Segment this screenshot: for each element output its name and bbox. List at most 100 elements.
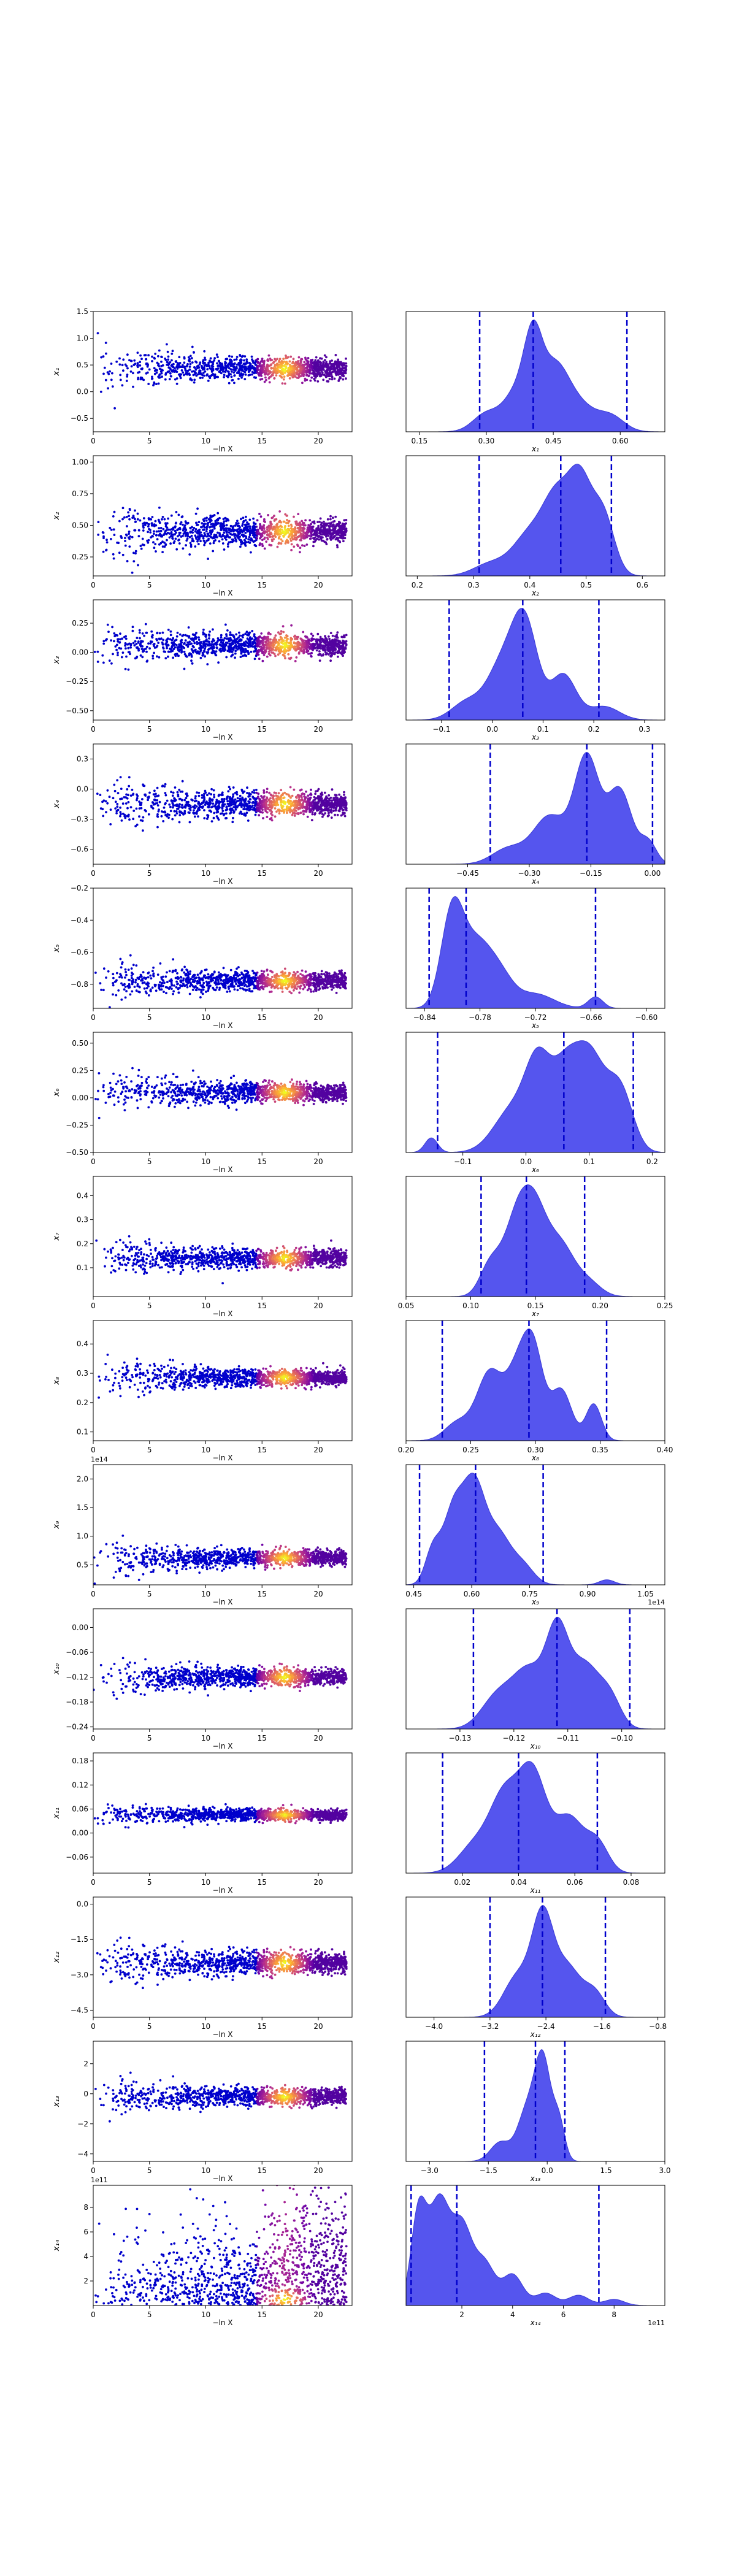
trace-point — [344, 646, 347, 649]
trace-point — [277, 653, 280, 656]
trace-point — [147, 795, 150, 799]
trace-point — [319, 642, 322, 645]
trace-point — [312, 634, 315, 637]
trace-point — [174, 522, 177, 525]
trace-point — [207, 375, 210, 378]
trace-point — [186, 535, 190, 538]
trace-point — [294, 531, 297, 534]
trace-point — [340, 369, 343, 371]
trace-point — [302, 375, 305, 377]
trace-point — [207, 640, 210, 643]
kde-frame — [405, 455, 665, 577]
trace-point — [115, 648, 118, 651]
trace-point — [205, 539, 208, 542]
trace-point — [304, 356, 307, 359]
trace-point — [128, 359, 131, 362]
trace-point — [128, 642, 131, 645]
trace-point — [151, 654, 155, 657]
trace-point — [228, 647, 231, 650]
trace-point — [126, 788, 129, 791]
trace-point — [262, 361, 265, 364]
trace-point — [253, 808, 256, 811]
trace-point — [217, 661, 220, 664]
trace-point — [291, 362, 294, 364]
trace-point — [175, 360, 178, 362]
trace-point — [221, 538, 224, 541]
trace-point — [122, 369, 125, 372]
trace-point — [234, 650, 237, 653]
trace-point — [218, 794, 221, 796]
trace-point — [343, 532, 346, 535]
trace-point — [163, 518, 166, 521]
trace-point — [309, 519, 312, 522]
trace-point — [284, 648, 287, 651]
trace-point — [329, 536, 332, 539]
trace-point — [158, 506, 161, 509]
trace-point — [208, 792, 210, 795]
trace-point — [220, 527, 223, 529]
trace-point — [327, 800, 330, 803]
trace-point — [188, 635, 191, 638]
trace-point — [236, 641, 238, 644]
trace-point — [174, 529, 177, 532]
trace-point — [171, 350, 174, 353]
trace-point — [193, 351, 195, 353]
trace-point — [139, 354, 142, 357]
trace-point — [156, 799, 158, 802]
trace-point — [316, 789, 319, 792]
trace-point — [133, 359, 136, 362]
trace-ytick-label: −0.5 — [71, 414, 88, 423]
trace-point — [240, 638, 243, 642]
trace-point — [193, 809, 195, 812]
trace-point — [341, 649, 344, 652]
trace-point — [301, 363, 304, 366]
trace-ytick-label: 0.0 — [77, 388, 88, 396]
trace-point — [110, 378, 113, 381]
trace-point — [170, 514, 173, 517]
trace-point — [162, 646, 164, 649]
trace-point — [235, 358, 238, 361]
trace-point — [320, 654, 323, 657]
trace-point — [323, 645, 326, 648]
trace-point — [156, 369, 158, 372]
trace-point — [263, 547, 266, 550]
trace-point — [237, 361, 240, 364]
trace-point — [109, 370, 112, 373]
trace-point — [140, 648, 144, 650]
trace-point — [290, 367, 293, 370]
trace-point — [249, 539, 252, 542]
trace-point — [233, 358, 236, 361]
trace-point — [207, 558, 209, 560]
trace-point — [174, 525, 177, 528]
trace-point — [228, 531, 231, 534]
trace-point — [151, 535, 154, 538]
trace-point — [305, 790, 307, 793]
trace-point — [189, 653, 192, 656]
trace-point — [219, 638, 222, 642]
trace-point — [175, 635, 178, 638]
trace-point — [194, 368, 197, 371]
trace-point — [253, 535, 256, 537]
trace-point — [126, 374, 129, 376]
trace-point — [328, 372, 331, 375]
trace-point — [124, 667, 127, 670]
trace-point — [345, 377, 347, 380]
trace-point — [237, 647, 240, 650]
trace-point — [106, 371, 109, 374]
trace-point — [212, 535, 215, 539]
trace-point — [204, 523, 206, 526]
trace-point — [178, 645, 180, 648]
trace-point — [126, 807, 129, 810]
trace-point — [343, 794, 345, 796]
trace-point — [128, 531, 131, 533]
trace-point — [239, 355, 242, 357]
trace-ytick-label: 1.0 — [77, 334, 88, 343]
trace-point — [240, 368, 243, 370]
trace-point — [270, 819, 274, 822]
trace-point — [313, 533, 316, 536]
trace-point — [236, 356, 239, 358]
trace-point — [257, 653, 260, 656]
trace-point — [188, 368, 191, 371]
trace-point — [242, 642, 245, 645]
trace-point — [120, 537, 123, 539]
